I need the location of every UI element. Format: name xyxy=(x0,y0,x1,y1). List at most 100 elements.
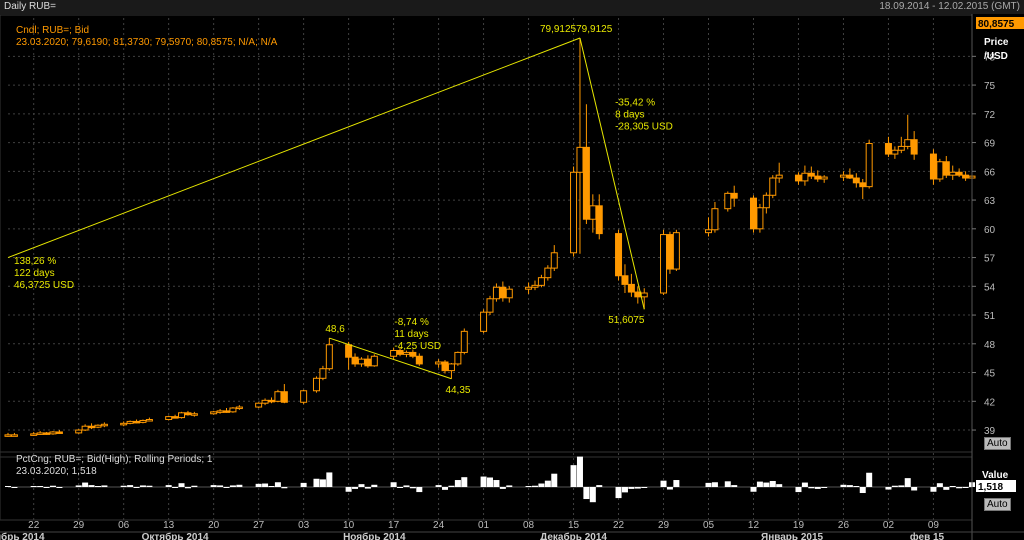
candle xyxy=(94,424,102,429)
pct-change-bars xyxy=(5,456,975,503)
trendline-label: -8,74 % xyxy=(394,317,429,328)
point-label: 48,6 xyxy=(325,324,345,335)
x-tick-label: 22 xyxy=(28,520,40,531)
lower-legend-line2: 23.03.2020; 1,518 xyxy=(16,466,97,477)
candle-body xyxy=(36,432,44,435)
trendline-label: 138,26 % xyxy=(14,256,56,267)
candle-body xyxy=(441,361,449,372)
candle xyxy=(210,410,218,415)
candle xyxy=(100,422,108,428)
pct-bar xyxy=(763,482,770,487)
candle-body xyxy=(775,174,783,179)
trendline-label: -35,42 % xyxy=(615,98,655,109)
pct-bar xyxy=(88,485,95,487)
pct-bar xyxy=(313,478,320,487)
pct-bar xyxy=(319,479,326,487)
candle-body xyxy=(820,176,828,180)
pct-bar xyxy=(371,484,378,487)
candle-body xyxy=(319,368,327,379)
candle xyxy=(525,282,533,294)
candle-body xyxy=(904,139,912,147)
candle xyxy=(312,376,320,393)
y-tick-label: 75 xyxy=(984,81,996,92)
candle-body xyxy=(955,171,963,176)
candle-body xyxy=(936,161,944,180)
candle-body xyxy=(846,174,854,179)
candle xyxy=(884,136,892,157)
x-tick-label: 10 xyxy=(343,520,355,531)
y-tick-label: 60 xyxy=(984,225,996,236)
candle-body xyxy=(30,433,38,436)
candle-body xyxy=(261,399,269,404)
candle-body xyxy=(435,361,443,365)
candle-body xyxy=(640,292,648,298)
candle-body xyxy=(447,363,455,372)
candle-body xyxy=(267,399,275,403)
pct-bar xyxy=(776,484,783,487)
candle-body xyxy=(929,153,937,180)
candle-body xyxy=(801,172,809,182)
candle-body xyxy=(126,420,134,424)
pct-bar xyxy=(82,482,89,487)
pct-bar xyxy=(705,482,712,487)
pct-bar xyxy=(859,487,866,494)
candle xyxy=(190,411,198,417)
pct-bar xyxy=(949,486,956,487)
pct-bar xyxy=(583,487,590,500)
pct-bar xyxy=(943,487,950,490)
candle-body xyxy=(178,412,186,419)
pct-bar xyxy=(146,485,153,487)
candle-body xyxy=(660,234,668,294)
candle-body xyxy=(942,161,950,176)
x-tick-label: 26 xyxy=(838,520,850,531)
candle xyxy=(409,349,417,359)
candle xyxy=(621,264,629,294)
candle-body xyxy=(100,423,108,427)
candle-body xyxy=(525,286,533,290)
candle-body xyxy=(165,416,173,421)
candle-body xyxy=(480,311,488,332)
pct-bar xyxy=(750,487,757,492)
y-tick-label: 69 xyxy=(984,139,996,150)
pct-bar xyxy=(262,483,269,487)
candle-body xyxy=(589,205,597,220)
candle-body xyxy=(615,233,623,277)
pct-bar xyxy=(898,485,905,487)
main-auto-scale-button[interactable]: Auto xyxy=(984,437,1011,450)
main-legend-line1: Cndl; RUB=; Bid xyxy=(16,25,89,36)
pct-bar xyxy=(589,487,596,503)
candle-body xyxy=(415,355,423,365)
candle-body xyxy=(949,171,957,176)
candle-body xyxy=(235,406,243,410)
x-tick-label: 06 xyxy=(118,520,130,531)
candle-body xyxy=(133,420,141,424)
pct-bar xyxy=(814,487,821,489)
x-tick-label: 19 xyxy=(793,520,805,531)
candle-body xyxy=(210,411,218,415)
pct-bar xyxy=(724,481,731,487)
candle xyxy=(807,166,815,179)
candle xyxy=(942,155,950,179)
candle-body xyxy=(756,207,764,230)
pct-bar xyxy=(217,485,224,487)
pct-bar xyxy=(930,487,937,492)
y-tick-label: 78 xyxy=(984,52,996,63)
candle xyxy=(415,353,423,366)
pct-bar xyxy=(673,480,680,487)
candle xyxy=(705,217,713,237)
candle-body xyxy=(582,146,590,220)
pct-bar xyxy=(506,485,513,487)
candle xyxy=(891,146,899,159)
candles xyxy=(4,38,976,437)
candle xyxy=(955,168,963,178)
pct-bar xyxy=(448,485,455,487)
candle xyxy=(852,173,860,188)
candle-body xyxy=(499,286,507,299)
candle-body xyxy=(884,143,892,155)
candle-body xyxy=(531,284,539,288)
trendline-label: 46,3725 USD xyxy=(14,280,74,291)
pct-bar xyxy=(596,485,603,487)
lower-auto-scale-button[interactable]: Auto xyxy=(984,498,1011,511)
